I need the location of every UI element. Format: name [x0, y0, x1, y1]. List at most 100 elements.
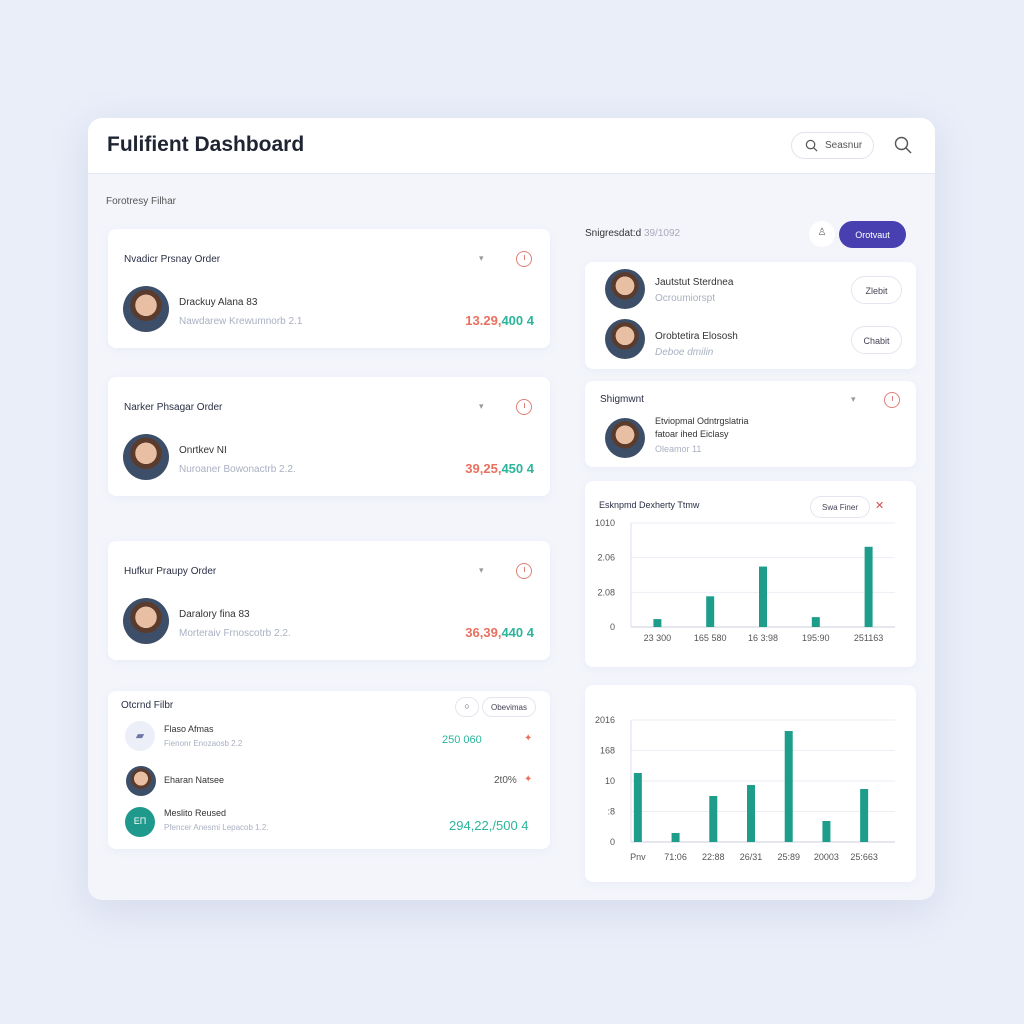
row-amount: 2t0% — [494, 775, 517, 786]
row-name: Eharan Natsee — [164, 775, 225, 785]
clock-icon[interactable] — [516, 251, 532, 267]
amount-part: 400 4 — [501, 313, 534, 328]
order-card[interactable]: Hufkur Praupy Order ▾ Daralory fina 83 M… — [108, 541, 550, 660]
order-sub: Morteraiv Frnoscotrb 2.2. — [179, 628, 291, 639]
y-tick-label: :8 — [607, 807, 615, 817]
avatar — [126, 766, 156, 796]
amount-part: 36,39, — [465, 625, 502, 640]
row-name: Flaso Afmas — [164, 724, 214, 734]
order-sub: Nuroaner Bowonactrb 2.2. — [179, 464, 296, 475]
bar-chart-2: 2016 168 10:8 0 Pnv 71:06 22:88 26/31 25:89 20003… — [595, 715, 895, 862]
order-card[interactable]: Nvadicr Prsnay Order ▾ Drackuy Alana 83 … — [108, 229, 550, 348]
count: 39/1092 — [643, 228, 681, 239]
row-amount: 250 060 — [442, 734, 482, 746]
x-tick-label: 26/31 — [740, 852, 763, 862]
clock-icon[interactable] — [516, 399, 532, 415]
chevron-down-icon[interactable]: ▾ — [479, 253, 484, 263]
order-name: Onrtkev NI — [179, 445, 227, 456]
order-title: Hufkur Praupy Order — [124, 566, 217, 577]
x-tick-label: 25:89 — [777, 852, 800, 862]
bar-chart-1: 1010 2.06 2.08 0 23 300 165 580 16 3:98 195:90 2… — [595, 518, 895, 643]
bar — [860, 788, 869, 842]
y-tick-label: 0 — [610, 837, 615, 847]
row-amount: 294,22,/500 4 — [449, 818, 529, 833]
truck-icon: ▰ — [125, 721, 155, 751]
order-amount: 36,39,440 4 — [465, 625, 534, 640]
x-tick-label: 165 580 — [694, 633, 727, 643]
y-tick-label: 0 — [610, 622, 615, 632]
bar — [653, 619, 662, 627]
row-name: Meslito Reused — [164, 808, 227, 818]
order-name: Drackuy Alana 83 — [179, 297, 258, 308]
contacts-card: Jautstut Sterdnea Ocroumiorspt Zlebit Or… — [585, 262, 916, 369]
shipment-line: fatoar ihed Eiclasy — [655, 429, 729, 439]
page-title: Fulifient Dashboard — [107, 133, 305, 156]
order-title: Narker Phsagar Order — [124, 402, 223, 413]
bar — [822, 821, 831, 842]
user-icon[interactable]: ♙ — [809, 221, 835, 247]
order-name: Daralory fina 83 — [179, 609, 250, 620]
chart-card-2: 2016 168 10:8 0 Pnv 71:06 22:88 26/31 25:89 20003… — [585, 685, 916, 882]
avatar — [605, 269, 645, 309]
x-tick-label: 23 300 — [644, 633, 672, 643]
header: Fulifient Dashboard Seasnur — [88, 118, 935, 174]
shipment-title: Shigmwnt — [600, 394, 644, 405]
filter-options-button[interactable]: Obevimas — [482, 697, 536, 717]
x-tick-label: 22:88 — [702, 852, 725, 862]
y-tick-label: 2016 — [595, 715, 615, 725]
bar — [811, 617, 820, 627]
shipment-sub: Oleamor 11 — [655, 444, 702, 454]
amount-part: 39,25, — [465, 461, 502, 476]
clock-icon[interactable] — [516, 563, 532, 579]
badge-avatar: ΕΠ — [125, 807, 155, 837]
right-header-label: Snigresdat:d 39/1092 — [585, 228, 680, 239]
x-tick-label: 195:90 — [802, 633, 830, 643]
x-tick-label: 16 3:98 — [748, 633, 778, 643]
search-label: Seasnur — [825, 140, 863, 151]
search-input[interactable]: Seasnur — [791, 132, 874, 159]
bar — [706, 596, 715, 627]
x-tick-label: 251163 — [854, 633, 883, 643]
amount-part: 13.29, — [465, 313, 502, 328]
contact-action-button[interactable]: Zlebit — [851, 276, 902, 304]
filter-button[interactable]: Swa Finer — [810, 496, 870, 518]
contact-name: Orobtetira Elososh — [655, 331, 738, 342]
order-sub: Nawdarew Krewumnorb 2.1 — [179, 316, 303, 327]
x-tick-label: 71:06 — [664, 852, 687, 862]
chevron-down-icon[interactable]: ▾ — [479, 401, 484, 411]
clock-icon[interactable] — [884, 392, 900, 408]
contact-action-button[interactable]: Chabit — [851, 326, 902, 354]
primary-button[interactable]: Orotvaut — [839, 221, 906, 248]
search-icon[interactable] — [894, 136, 912, 154]
contact-sub: Deboe dmilin — [655, 347, 714, 358]
section-label: Forotresy Filhar — [106, 196, 177, 207]
dashboard-window: Fulifient Dashboard Seasnur Forotresy Fi… — [88, 118, 935, 900]
search-icon — [805, 139, 818, 152]
y-tick-label: 2.08 — [597, 587, 615, 597]
avatar — [605, 418, 645, 458]
avatar — [123, 286, 169, 332]
bar — [864, 546, 873, 627]
chart-title: Esknpmd Dexherty Ttmw — [599, 500, 700, 510]
order-amount: 13.29,400 4 — [465, 313, 534, 328]
order-card[interactable]: Narker Phsagar Order ▾ Onrtkev NI Nuroan… — [108, 377, 550, 496]
x-tick-label: Pnv — [630, 852, 646, 862]
arrow-icon: ✦ — [524, 774, 533, 785]
bar — [784, 731, 793, 842]
refresh-button[interactable]: ○ — [455, 697, 479, 717]
contact-sub: Ocroumiorspt — [655, 293, 716, 304]
order-amount: 39,25,450 4 — [465, 461, 534, 476]
shipment-card: Shigmwnt ▾ Etviopmal Odntrgslatria fatoa… — [585, 381, 916, 467]
chevron-down-icon[interactable]: ▾ — [851, 394, 856, 404]
avatar — [123, 434, 169, 480]
label: Snigresdat:d — [585, 228, 642, 239]
chevron-down-icon[interactable]: ▾ — [479, 565, 484, 575]
bar — [709, 796, 718, 842]
y-tick-label: 2.06 — [597, 553, 615, 563]
filter-card: Otcrnd Filbr ○ Obevimas ▰ Flaso Afmas Fi… — [108, 691, 550, 849]
close-icon[interactable]: ✕ — [875, 500, 885, 512]
y-tick-label: 1010 — [595, 518, 615, 528]
shipment-line: Etviopmal Odntrgslatria — [655, 416, 749, 426]
filter-title: Otcrnd Filbr — [121, 700, 174, 711]
y-tick-label: 10 — [605, 776, 615, 786]
